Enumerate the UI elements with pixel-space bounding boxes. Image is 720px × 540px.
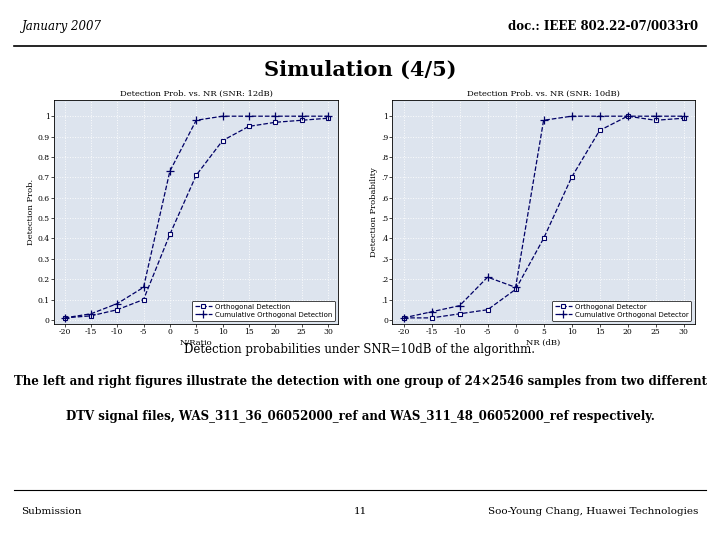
- Cumulative Orthogonal Detection: [297, 113, 306, 119]
- Orthogonal Detection: [218, 137, 227, 144]
- Text: The left and right figures illustrate the detection with one group of 24×2546 sa: The left and right figures illustrate th…: [14, 375, 706, 388]
- Cumulative Orthogonal Detection: [139, 284, 148, 291]
- Cumulative Orthogonal Detector: [455, 302, 464, 309]
- Orthogonal Detection: [271, 119, 279, 126]
- Y-axis label: Detection Prob.: Detection Prob.: [27, 179, 35, 245]
- Cumulative Orthogonal Detection: [86, 310, 95, 317]
- Orthogonal Detection: [192, 172, 200, 179]
- Orthogonal Detector: [427, 315, 436, 321]
- Cumulative Orthogonal Detection: [245, 113, 253, 119]
- Line: Cumulative Orthogonal Detection: Cumulative Orthogonal Detection: [60, 112, 332, 322]
- Orthogonal Detector: [511, 286, 520, 293]
- Text: Soo-Young Chang, Huawei Technologies: Soo-Young Chang, Huawei Technologies: [488, 507, 698, 516]
- Title: Detection Prob. vs. NR (SNR: 12dB): Detection Prob. vs. NR (SNR: 12dB): [120, 90, 273, 98]
- Orthogonal Detection: [297, 117, 306, 124]
- Orthogonal Detector: [400, 315, 408, 321]
- Cumulative Orthogonal Detection: [271, 113, 279, 119]
- Orthogonal Detector: [652, 117, 660, 124]
- Title: Detection Prob. vs. NR (SNR: 10dB): Detection Prob. vs. NR (SNR: 10dB): [467, 90, 620, 98]
- Text: doc.: IEEE 802.22-07/0033r0: doc.: IEEE 802.22-07/0033r0: [508, 19, 698, 33]
- Line: Orthogonal Detection: Orthogonal Detection: [62, 116, 330, 320]
- Cumulative Orthogonal Detector: [400, 315, 408, 321]
- Orthogonal Detection: [60, 315, 69, 321]
- Cumulative Orthogonal Detection: [113, 300, 122, 307]
- X-axis label: N/Ratio: N/Ratio: [180, 339, 212, 347]
- Orthogonal Detector: [624, 113, 632, 119]
- Orthogonal Detection: [113, 307, 122, 313]
- Cumulative Orthogonal Detector: [624, 113, 632, 119]
- Orthogonal Detector: [539, 235, 548, 242]
- Text: DTV signal files, WAS_311_36_06052000_ref and WAS_311_48_06052000_ref respective: DTV signal files, WAS_311_36_06052000_re…: [66, 410, 654, 423]
- Line: Orthogonal Detector: Orthogonal Detector: [401, 114, 686, 320]
- Text: January 2007: January 2007: [22, 19, 102, 33]
- Cumulative Orthogonal Detector: [539, 117, 548, 124]
- Y-axis label: Detection Probability: Detection Probability: [370, 167, 378, 257]
- Orthogonal Detector: [679, 115, 688, 122]
- Line: Cumulative Orthogonal Detector: Cumulative Orthogonal Detector: [400, 112, 688, 322]
- Legend: Orthogonal Detector, Cumulative Orthogonal Detector: Orthogonal Detector, Cumulative Orthogon…: [552, 301, 691, 321]
- Orthogonal Detector: [567, 174, 576, 180]
- Orthogonal Detection: [323, 115, 332, 122]
- Cumulative Orthogonal Detection: [218, 113, 227, 119]
- X-axis label: NR (dB): NR (dB): [526, 339, 561, 347]
- Orthogonal Detector: [595, 127, 604, 134]
- Orthogonal Detection: [139, 296, 148, 303]
- Cumulative Orthogonal Detector: [427, 308, 436, 315]
- Text: Simulation (4/5): Simulation (4/5): [264, 60, 456, 80]
- Cumulative Orthogonal Detection: [166, 168, 174, 174]
- Cumulative Orthogonal Detector: [595, 113, 604, 119]
- Orthogonal Detection: [166, 231, 174, 238]
- Cumulative Orthogonal Detector: [511, 284, 520, 291]
- Text: 11: 11: [354, 507, 366, 516]
- Cumulative Orthogonal Detector: [652, 113, 660, 119]
- Orthogonal Detector: [455, 310, 464, 317]
- Cumulative Orthogonal Detection: [60, 315, 69, 321]
- Cumulative Orthogonal Detection: [192, 117, 200, 124]
- Cumulative Orthogonal Detection: [323, 113, 332, 119]
- Orthogonal Detection: [86, 313, 95, 319]
- Cumulative Orthogonal Detector: [567, 113, 576, 119]
- Cumulative Orthogonal Detector: [679, 113, 688, 119]
- Text: Detection probabilities under SNR=10dB of the algorithm.: Detection probabilities under SNR=10dB o…: [184, 343, 536, 356]
- Orthogonal Detection: [245, 123, 253, 130]
- Orthogonal Detector: [483, 307, 492, 313]
- Text: Submission: Submission: [22, 507, 82, 516]
- Legend: Orthogonal Detection, Cumulative Orthogonal Detection: Orthogonal Detection, Cumulative Orthogo…: [192, 301, 335, 321]
- Cumulative Orthogonal Detector: [483, 274, 492, 280]
